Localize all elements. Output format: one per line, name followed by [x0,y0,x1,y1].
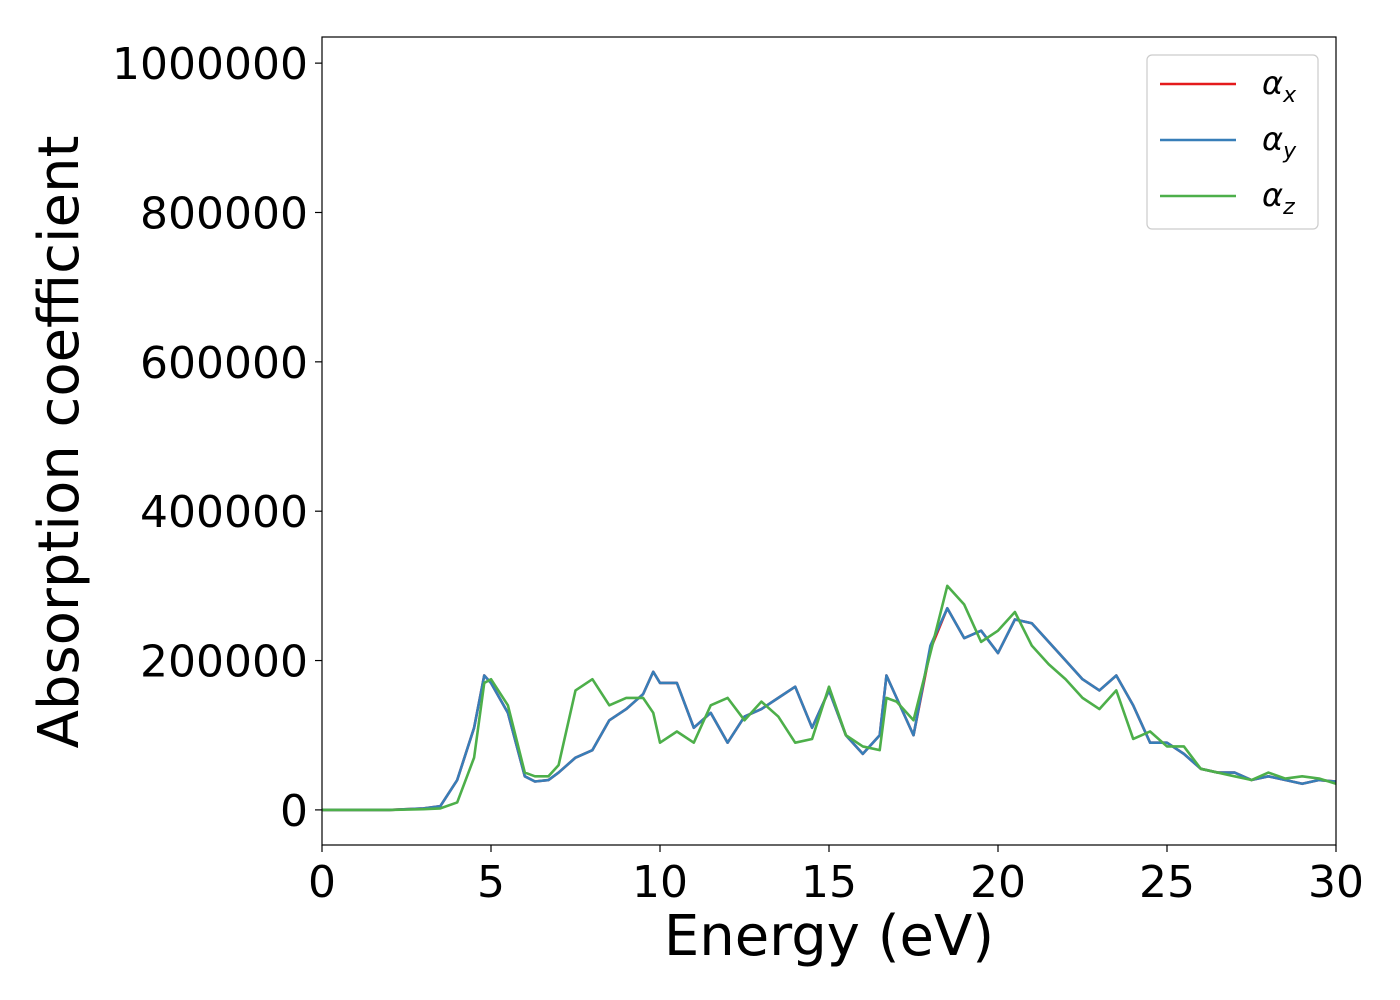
x-tick-label: 25 [1139,857,1195,908]
data-line [322,606,1336,812]
y-tick-label: 1000000 [112,39,308,90]
legend-label: αz [1262,176,1295,220]
legend-label: αy [1262,120,1297,164]
legend-label: αx [1262,64,1297,108]
y-tick-label: 600000 [140,338,308,389]
y-tick-label: 0 [280,786,308,837]
y-tick-label: 800000 [140,188,308,239]
y-tick-label: 200000 [140,637,308,688]
data-line [322,606,1336,812]
x-tick-label: 30 [1308,857,1364,908]
x-tick-label: 15 [801,857,857,908]
x-axis-label: Energy (eV) [664,904,994,969]
y-axis-label: Absorption coefficient [27,136,92,749]
x-tick-label: 5 [477,857,505,908]
x-tick-label: 0 [308,857,336,908]
x-tick-label: 10 [632,857,688,908]
data-line [322,584,1336,812]
plot-frame [321,36,1337,846]
x-tick-label: 20 [970,857,1026,908]
legend: αx αy αz [1146,54,1319,230]
legend-box [1146,54,1319,230]
y-tick-label: 400000 [140,487,308,538]
